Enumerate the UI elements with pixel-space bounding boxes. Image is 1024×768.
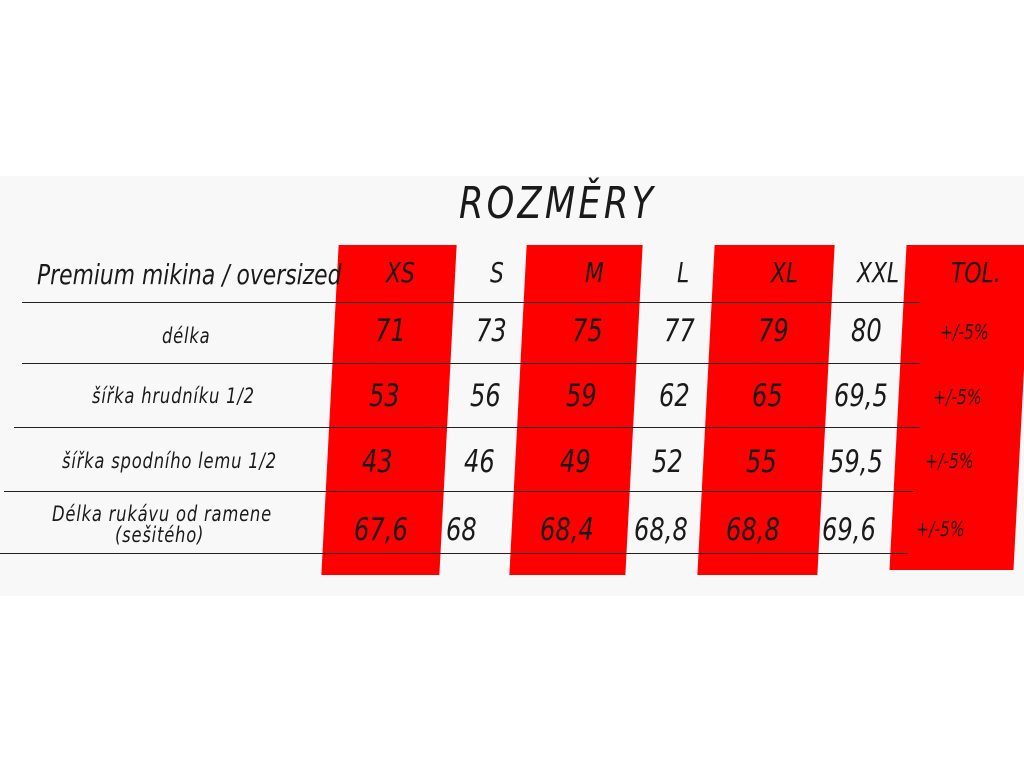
cell-value: 68,8 bbox=[634, 512, 688, 548]
size-header-xs: XS bbox=[386, 256, 415, 289]
cell-value: 46 bbox=[464, 444, 495, 480]
size-header-s: S bbox=[490, 256, 504, 289]
cell-value: 43 bbox=[362, 444, 393, 480]
cell-value: 56 bbox=[470, 378, 501, 414]
cell-value: 59 bbox=[566, 378, 597, 414]
size-header-xxl: XXL bbox=[857, 256, 900, 289]
cell-value: 68,8 bbox=[726, 512, 780, 548]
cell-value: 69,5 bbox=[834, 378, 888, 414]
row-label-hem-width: šířka spodního lemu 1/2 bbox=[62, 449, 277, 473]
page-title: ROZMĚRY bbox=[458, 178, 657, 229]
cell-value: 53 bbox=[369, 378, 400, 414]
row-label-length: délka bbox=[162, 324, 211, 348]
size-header-xl: XL bbox=[771, 256, 799, 289]
row-label-chest-width: šířka hrudníku 1/2 bbox=[92, 384, 255, 408]
row-label-sleeve-length-note: (sešitého) bbox=[115, 523, 205, 547]
row-divider bbox=[0, 553, 908, 554]
cell-value: 52 bbox=[652, 444, 683, 480]
tolerance-value: +/-5% bbox=[933, 385, 982, 409]
size-header-l: L bbox=[677, 256, 690, 289]
cell-value: 55 bbox=[746, 444, 777, 480]
tolerance-value: +/-5% bbox=[940, 320, 989, 344]
row-divider bbox=[4, 491, 914, 492]
row-divider bbox=[14, 427, 920, 428]
row-divider bbox=[22, 363, 920, 364]
cell-value: 59,5 bbox=[829, 444, 883, 480]
tolerance-value: +/-5% bbox=[925, 449, 974, 473]
cell-value: 73 bbox=[476, 313, 507, 349]
cell-value: 69,6 bbox=[822, 512, 876, 548]
cell-value: 67,6 bbox=[354, 512, 408, 548]
tolerance-header: TOL. bbox=[951, 256, 1001, 289]
row-label-sleeve-length: Délka rukávu od ramene bbox=[52, 502, 272, 526]
cell-value: 65 bbox=[752, 378, 783, 414]
cell-value: 71 bbox=[375, 313, 406, 349]
cell-value: 49 bbox=[560, 444, 591, 480]
cell-value: 62 bbox=[659, 378, 690, 414]
cell-value: 75 bbox=[572, 313, 603, 349]
tolerance-value: +/-5% bbox=[916, 517, 965, 541]
cell-value: 80 bbox=[851, 313, 882, 349]
cell-value: 77 bbox=[664, 313, 695, 349]
size-header-m: M bbox=[585, 256, 604, 289]
cell-value: 68 bbox=[446, 512, 477, 548]
cell-value: 79 bbox=[758, 313, 789, 349]
row-divider bbox=[22, 302, 920, 303]
product-label: Premium mikina / oversized bbox=[37, 258, 342, 291]
cell-value: 68,4 bbox=[540, 512, 594, 548]
